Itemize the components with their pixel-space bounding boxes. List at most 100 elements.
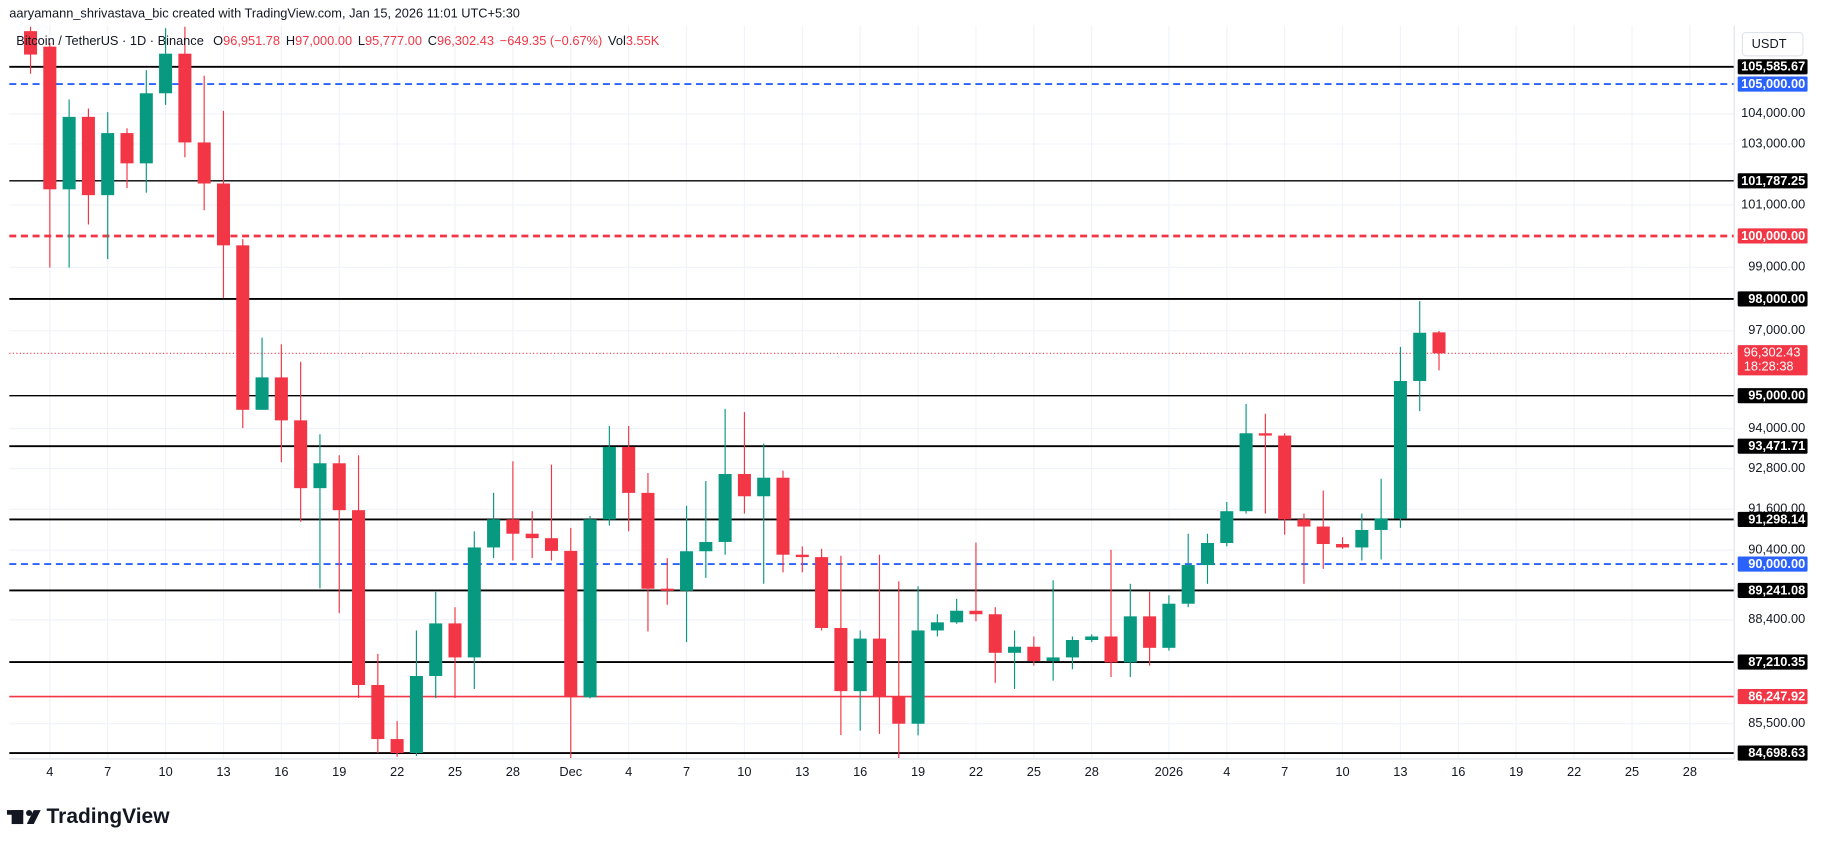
candle-body bbox=[1123, 616, 1137, 663]
candle bbox=[872, 554, 886, 734]
logo-mark bbox=[26, 810, 41, 825]
candle-body bbox=[352, 510, 366, 686]
candle bbox=[1239, 403, 1253, 514]
candle bbox=[216, 110, 230, 298]
level-label: 98,000.00 bbox=[1748, 291, 1805, 306]
candle bbox=[757, 443, 771, 584]
candle bbox=[622, 425, 636, 532]
candle bbox=[371, 653, 385, 753]
level-label-box bbox=[1737, 654, 1808, 670]
y-tick-label: 91,600.00 bbox=[1748, 501, 1805, 516]
x-tick-label: 22 bbox=[969, 764, 983, 779]
candle-body bbox=[1239, 433, 1253, 512]
candle-body bbox=[178, 53, 192, 143]
legend-key: L bbox=[358, 33, 365, 48]
level-label: 91,298.14 bbox=[1748, 511, 1806, 526]
level-label: 86,247.92 bbox=[1748, 689, 1805, 704]
level-label: 95,000.00 bbox=[1748, 388, 1805, 403]
level-label-box bbox=[1737, 291, 1808, 307]
candle-body bbox=[1336, 544, 1350, 548]
candle-body bbox=[294, 420, 308, 489]
candle bbox=[1181, 533, 1195, 608]
legend-key: H bbox=[286, 33, 295, 48]
candle bbox=[1085, 634, 1099, 643]
candle-body bbox=[911, 630, 925, 724]
candle-body bbox=[757, 477, 771, 497]
candle-body bbox=[622, 446, 636, 493]
candle-body bbox=[1432, 332, 1446, 354]
levels bbox=[9, 65, 1735, 754]
candle-body bbox=[602, 446, 616, 520]
candle-body bbox=[1085, 636, 1099, 641]
level-label: 105,000.00 bbox=[1741, 76, 1805, 91]
x-tick-label: 13 bbox=[216, 764, 230, 779]
logo-mark bbox=[6, 810, 24, 815]
legend-key: O bbox=[213, 33, 223, 48]
x-tick-label: 10 bbox=[158, 764, 172, 779]
y-tick-label: 88,400.00 bbox=[1748, 611, 1805, 626]
candle bbox=[236, 239, 250, 429]
candle-body bbox=[872, 638, 886, 697]
level-label-box bbox=[1737, 173, 1808, 189]
candle bbox=[294, 361, 308, 522]
candle bbox=[853, 630, 867, 731]
candle bbox=[1220, 502, 1234, 547]
x-tick-label: 7 bbox=[1281, 764, 1288, 779]
x-tick-label: 4 bbox=[46, 764, 53, 779]
level-label: 87,210.35 bbox=[1748, 654, 1805, 669]
legend-key: Vol bbox=[608, 33, 626, 48]
candle bbox=[660, 558, 674, 605]
axes bbox=[9, 25, 1735, 760]
candle-body bbox=[409, 676, 423, 753]
level-label: 89,241.08 bbox=[1748, 582, 1805, 597]
candle-body bbox=[120, 133, 134, 164]
candle-body bbox=[853, 638, 867, 692]
candle bbox=[680, 505, 694, 643]
y-tick-label: 85,500.00 bbox=[1748, 715, 1805, 730]
candle bbox=[1258, 413, 1272, 514]
candle bbox=[834, 555, 848, 736]
candle-body bbox=[1200, 542, 1215, 566]
level-label: 90,000.00 bbox=[1748, 556, 1805, 571]
x-tick-label: 25 bbox=[448, 764, 462, 779]
x-tick-label: 4 bbox=[1223, 764, 1230, 779]
candle bbox=[602, 425, 616, 526]
candle-body bbox=[737, 474, 751, 497]
level-label: 84,698.63 bbox=[1748, 745, 1805, 760]
candle-body bbox=[487, 519, 501, 548]
candle-body bbox=[795, 554, 809, 558]
x-tick-label: 10 bbox=[1335, 764, 1349, 779]
candle bbox=[1200, 533, 1215, 584]
x-tick-label: 19 bbox=[332, 764, 346, 779]
candle bbox=[1104, 549, 1118, 678]
candle-body bbox=[776, 477, 790, 555]
candle bbox=[1065, 636, 1079, 670]
candle bbox=[1008, 630, 1022, 689]
level-label: 101,787.25 bbox=[1741, 173, 1805, 188]
axis-labels: 4 7 10 13 16 19 22 25 28 Dec 4 7 10 13 16 19 22 25 28 2026 4… bbox=[46, 32, 1808, 779]
candle-body bbox=[81, 116, 95, 196]
candle bbox=[178, 26, 192, 158]
candle-body bbox=[429, 623, 443, 677]
candle bbox=[1123, 583, 1137, 678]
candle-body bbox=[680, 551, 694, 591]
y-tick-label: 90,400.00 bbox=[1748, 542, 1805, 557]
candle-body bbox=[101, 133, 115, 196]
x-tick-label: 22 bbox=[1567, 764, 1581, 779]
x-tick-label: 22 bbox=[390, 764, 404, 779]
legend: Bitcoin / TetherUS · 1D · Binance O96,951… bbox=[16, 33, 659, 48]
y-tick-label: 101,000.00 bbox=[1741, 196, 1805, 211]
candle bbox=[1046, 580, 1060, 681]
candle-body bbox=[332, 463, 346, 511]
candle-body bbox=[1316, 526, 1330, 545]
logo-mark bbox=[11, 810, 24, 825]
level-label-box bbox=[1737, 59, 1808, 75]
candle bbox=[1355, 513, 1369, 561]
level-label: 100,000.00 bbox=[1741, 228, 1805, 243]
x-tick-label: 28 bbox=[1683, 764, 1697, 779]
candle bbox=[950, 598, 964, 624]
candle-body bbox=[1393, 380, 1407, 519]
legend-value: 96,302.43 bbox=[437, 33, 494, 48]
x-tick-label: 4 bbox=[625, 764, 632, 779]
